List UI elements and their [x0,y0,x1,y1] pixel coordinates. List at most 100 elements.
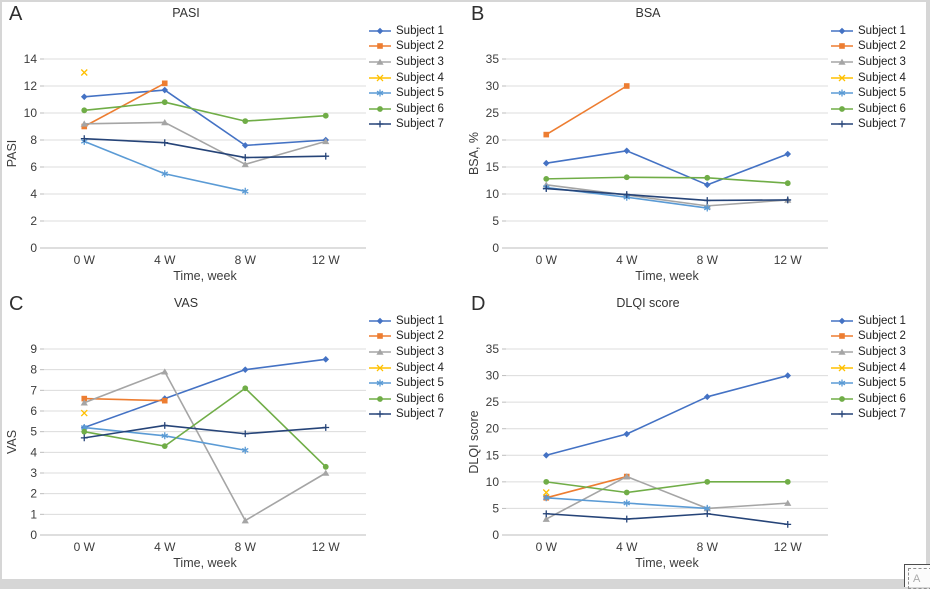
series-line-subject-6 [83,101,327,122]
y-tick-label: 6 [30,404,37,418]
diamond-marker [241,142,249,149]
circle-marker [704,478,711,485]
legend-item-subject-7: Subject 7 [368,117,464,133]
annotation-tool-box[interactable]: A [904,564,930,589]
x-tick-label: 8 W [697,540,719,554]
legend-marker-subject-5 [369,379,391,387]
y-tick-label: 8 [30,133,37,147]
legend-marker-subject-7 [831,120,853,128]
plus-marker [784,520,792,528]
circle-marker [839,105,845,112]
asterisk-marker [376,379,384,387]
circle-marker [161,99,168,106]
x-tick-label: 8 W [235,540,257,554]
y-tick-label: 30 [486,79,500,93]
panel-d: D DLQI score 0 5 10 15 20 25 30 35 0 W 4 W 8 W 12 W Ti… [464,292,926,579]
annotation-tool-frame: A [908,568,930,589]
circle-marker [784,478,791,485]
legend-marker-subject-7 [831,410,853,418]
legend-item-subject-2: Subject 2 [368,329,464,345]
series-line-subject-2 [83,82,166,128]
legend-label: Subject 6 [858,102,906,115]
diamond-marker [376,317,384,325]
y-tick-label: 14 [24,52,38,66]
circle-marker [704,174,711,181]
legend-marker-subject-3 [831,348,853,355]
circle-marker [543,175,550,182]
legend-marker-subject-3 [369,58,391,65]
circle-marker [242,118,249,124]
y-axis-title: PASI [5,140,19,168]
panel-a: A PASI 0 2 4 6 8 10 12 14 0 W 4 W 8 W 12 W Time, week P… [2,2,464,292]
legend-label: Subject 5 [396,377,444,390]
diamond-marker [703,393,711,401]
chart-vas: 0 1 2 3 4 5 6 7 8 9 0 W 4 W 8 W 12 W Time, week VAS [5,342,366,570]
legend-label: Subject 5 [858,87,906,100]
x-axis-title: Time, week [635,556,699,570]
asterisk-marker [161,432,169,440]
x-marker [838,364,846,372]
plus-marker [623,191,631,198]
x-marker [838,74,846,82]
asterisk-marker [542,494,550,502]
circle-marker [242,385,249,392]
y-tick-label: 25 [486,395,500,409]
legend-item-subject-3: Subject 3 [830,344,926,360]
triangle-marker [322,137,330,145]
y-tick-label: 5 [492,501,499,515]
legend-item-subject-3: Subject 3 [368,54,464,70]
legend-marker-subject-4 [831,74,853,82]
y-tick-label: 10 [24,106,38,120]
plus-marker [80,434,88,442]
y-tick-label: 30 [486,369,500,383]
y-tick-label: 5 [492,214,499,228]
diamond-marker [542,451,550,459]
legend-item-subject-5: Subject 5 [830,85,926,101]
triangle-marker [80,399,88,406]
series-line-subject-5 [83,140,247,193]
legend-b: Subject 1 Subject 2 Subject 3 Subject 4 Subj… [830,23,926,132]
y-axis-title: VAS [5,430,19,454]
legend-marker-subject-2 [369,333,391,340]
legend-marker-subject-4 [831,364,853,372]
legend-marker-subject-5 [369,89,391,97]
series-line-subject-3 [83,370,327,522]
legend-label: Subject 7 [858,118,906,131]
asterisk-marker [161,170,169,178]
x-marker [376,364,384,372]
series-line-subject-7 [83,137,327,159]
annotation-tool-label: A [913,572,921,585]
square-marker [161,80,168,87]
series-line-subject-6 [83,387,327,468]
square-marker [377,333,383,340]
plus-marker [322,424,330,431]
x-marker [542,489,550,496]
circle-marker [839,395,845,402]
legend-label: Subject 7 [396,408,444,421]
triangle-marker [376,348,384,355]
legend-label: Subject 4 [858,71,906,84]
circle-marker [377,395,383,402]
legend-label: Subject 7 [858,408,906,421]
legend-item-subject-6: Subject 6 [830,101,926,117]
asterisk-marker [623,499,631,507]
legend-label: Subject 3 [858,55,906,68]
x-tick-label: 12 W [774,253,803,267]
x-axis-title: Time, week [173,269,237,283]
x-tick-label: 0 W [74,253,96,267]
legend-item-subject-6: Subject 6 [830,391,926,407]
diamond-marker [623,430,631,438]
x-marker [80,69,88,76]
plus-marker [241,430,249,438]
series-line-subject-7 [545,512,789,526]
x-tick-label: 4 W [154,540,176,554]
legend-marker-subject-7 [369,120,391,128]
legend-label: Subject 2 [396,40,444,53]
legend-label: Subject 4 [396,71,444,84]
legend-item-subject-1: Subject 1 [830,23,926,39]
legend-item-subject-1: Subject 1 [368,313,464,329]
diamond-marker [161,86,169,94]
x-tick-label: 8 W [697,253,719,267]
circle-marker [623,174,630,181]
